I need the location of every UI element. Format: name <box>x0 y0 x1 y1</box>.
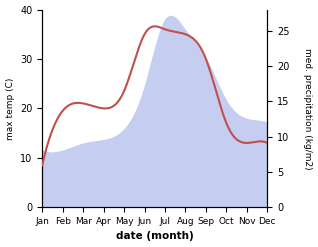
X-axis label: date (month): date (month) <box>116 231 194 242</box>
Y-axis label: max temp (C): max temp (C) <box>5 77 15 140</box>
Y-axis label: med. precipitation (kg/m2): med. precipitation (kg/m2) <box>303 48 313 169</box>
